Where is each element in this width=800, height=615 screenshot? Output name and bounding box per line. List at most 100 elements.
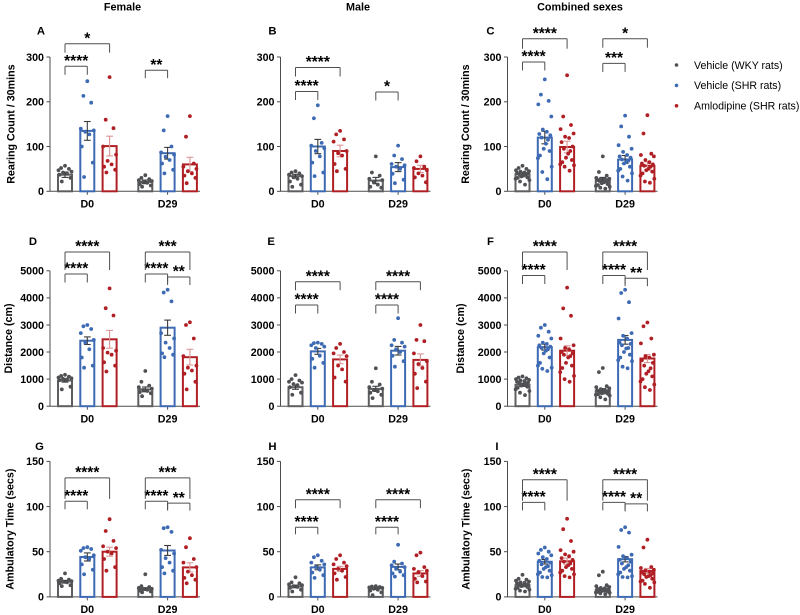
svg-text:**: ** bbox=[150, 57, 163, 74]
svg-text:Vehicle (WKY rats): Vehicle (WKY rats) bbox=[694, 60, 783, 72]
svg-text:300: 300 bbox=[484, 52, 502, 64]
svg-text:****: **** bbox=[144, 261, 169, 278]
svg-text:****: **** bbox=[375, 292, 400, 309]
svg-text:200: 200 bbox=[257, 97, 275, 109]
svg-text:D0: D0 bbox=[80, 199, 94, 211]
svg-text:0: 0 bbox=[496, 592, 502, 604]
svg-text:****: **** bbox=[533, 25, 558, 42]
svg-text:300: 300 bbox=[257, 52, 275, 64]
svg-text:****: **** bbox=[144, 488, 169, 505]
svg-text:Ambulatory Time (secs): Ambulatory Time (secs) bbox=[5, 468, 17, 589]
svg-text:3000: 3000 bbox=[251, 320, 275, 332]
svg-text:5000: 5000 bbox=[20, 266, 44, 278]
svg-text:****: **** bbox=[306, 486, 331, 503]
svg-text:*: * bbox=[384, 79, 391, 96]
svg-text:50: 50 bbox=[32, 547, 44, 559]
svg-text:****: **** bbox=[386, 486, 411, 503]
svg-text:****: **** bbox=[375, 514, 400, 531]
svg-text:D29: D29 bbox=[158, 604, 178, 615]
svg-text:****: **** bbox=[386, 268, 411, 285]
svg-text:3000: 3000 bbox=[478, 320, 502, 332]
svg-text:***: *** bbox=[159, 465, 178, 482]
svg-text:****: **** bbox=[522, 262, 547, 279]
svg-text:50: 50 bbox=[263, 547, 275, 559]
svg-text:Rearing Count / 30mins: Rearing Count / 30mins bbox=[460, 64, 472, 183]
svg-text:****: **** bbox=[533, 239, 558, 256]
svg-text:100: 100 bbox=[26, 501, 44, 513]
svg-text:E: E bbox=[267, 236, 275, 248]
svg-text:4000: 4000 bbox=[478, 293, 502, 305]
svg-text:4000: 4000 bbox=[20, 293, 44, 305]
svg-text:**: ** bbox=[630, 491, 643, 508]
svg-text:****: **** bbox=[522, 489, 547, 506]
svg-text:0: 0 bbox=[38, 592, 44, 604]
svg-text:****: **** bbox=[602, 262, 627, 279]
svg-text:****: **** bbox=[522, 49, 547, 66]
svg-text:I: I bbox=[495, 441, 498, 453]
svg-text:****: **** bbox=[613, 239, 638, 256]
svg-text:1000: 1000 bbox=[251, 374, 275, 386]
svg-text:1000: 1000 bbox=[20, 374, 44, 386]
svg-text:150: 150 bbox=[26, 456, 44, 468]
svg-text:D29: D29 bbox=[158, 199, 178, 211]
svg-text:100: 100 bbox=[257, 141, 275, 153]
svg-text:*: * bbox=[84, 30, 91, 47]
svg-text:3000: 3000 bbox=[20, 320, 44, 332]
svg-text:***: *** bbox=[605, 50, 624, 67]
svg-text:D0: D0 bbox=[80, 604, 94, 615]
svg-text:**: ** bbox=[173, 490, 186, 507]
svg-text:D0: D0 bbox=[538, 199, 552, 211]
svg-text:0: 0 bbox=[496, 186, 502, 198]
svg-text:Distance (cm): Distance (cm) bbox=[3, 303, 15, 374]
svg-text:G: G bbox=[35, 441, 44, 453]
svg-text:****: **** bbox=[64, 261, 89, 278]
svg-text:100: 100 bbox=[484, 141, 502, 153]
svg-text:200: 200 bbox=[484, 97, 502, 109]
svg-text:D0: D0 bbox=[311, 199, 325, 211]
svg-text:2000: 2000 bbox=[478, 347, 502, 359]
svg-text:**: ** bbox=[630, 265, 643, 282]
svg-text:****: **** bbox=[306, 54, 331, 71]
svg-text:2000: 2000 bbox=[251, 347, 275, 359]
svg-text:0: 0 bbox=[38, 401, 44, 413]
svg-text:Rearing Count / 30mins: Rearing Count / 30mins bbox=[6, 64, 18, 183]
svg-text:5000: 5000 bbox=[251, 266, 275, 278]
svg-text:5000: 5000 bbox=[478, 266, 502, 278]
svg-text:0: 0 bbox=[269, 186, 275, 198]
svg-text:Ambulatory Time (secs): Ambulatory Time (secs) bbox=[461, 468, 473, 589]
svg-text:D0: D0 bbox=[80, 413, 94, 425]
svg-text:D29: D29 bbox=[158, 413, 178, 425]
svg-text:0: 0 bbox=[269, 401, 275, 413]
svg-text:150: 150 bbox=[257, 456, 275, 468]
svg-text:Vehicle (SHR rats): Vehicle (SHR rats) bbox=[694, 80, 781, 92]
svg-text:D0: D0 bbox=[538, 604, 552, 615]
svg-text:100: 100 bbox=[484, 501, 502, 513]
svg-text:F: F bbox=[487, 236, 494, 248]
svg-text:Male: Male bbox=[346, 2, 370, 14]
svg-text:****: **** bbox=[306, 268, 331, 285]
svg-text:Amlodipine (SHR rats): Amlodipine (SHR rats) bbox=[694, 101, 799, 113]
svg-text:0: 0 bbox=[38, 186, 44, 198]
svg-text:D0: D0 bbox=[538, 413, 552, 425]
svg-text:0: 0 bbox=[496, 401, 502, 413]
svg-text:Female: Female bbox=[104, 2, 141, 14]
svg-text:100: 100 bbox=[26, 141, 44, 153]
svg-text:100: 100 bbox=[257, 501, 275, 513]
svg-text:C: C bbox=[486, 26, 494, 38]
svg-text:1000: 1000 bbox=[478, 374, 502, 386]
svg-text:**: ** bbox=[173, 264, 186, 281]
svg-text:A: A bbox=[37, 26, 45, 38]
svg-text:D0: D0 bbox=[311, 413, 325, 425]
svg-text:D29: D29 bbox=[388, 413, 408, 425]
svg-text:Combined sexes: Combined sexes bbox=[537, 2, 623, 14]
svg-text:Distance (cm): Distance (cm) bbox=[455, 303, 467, 374]
svg-text:****: **** bbox=[64, 53, 89, 70]
svg-text:2000: 2000 bbox=[20, 347, 44, 359]
svg-text:H: H bbox=[268, 441, 276, 453]
svg-text:150: 150 bbox=[484, 456, 502, 468]
svg-text:B: B bbox=[268, 26, 276, 38]
svg-text:****: **** bbox=[613, 466, 638, 483]
svg-text:****: **** bbox=[64, 488, 89, 505]
svg-text:D29: D29 bbox=[388, 604, 408, 615]
svg-text:D29: D29 bbox=[615, 604, 635, 615]
